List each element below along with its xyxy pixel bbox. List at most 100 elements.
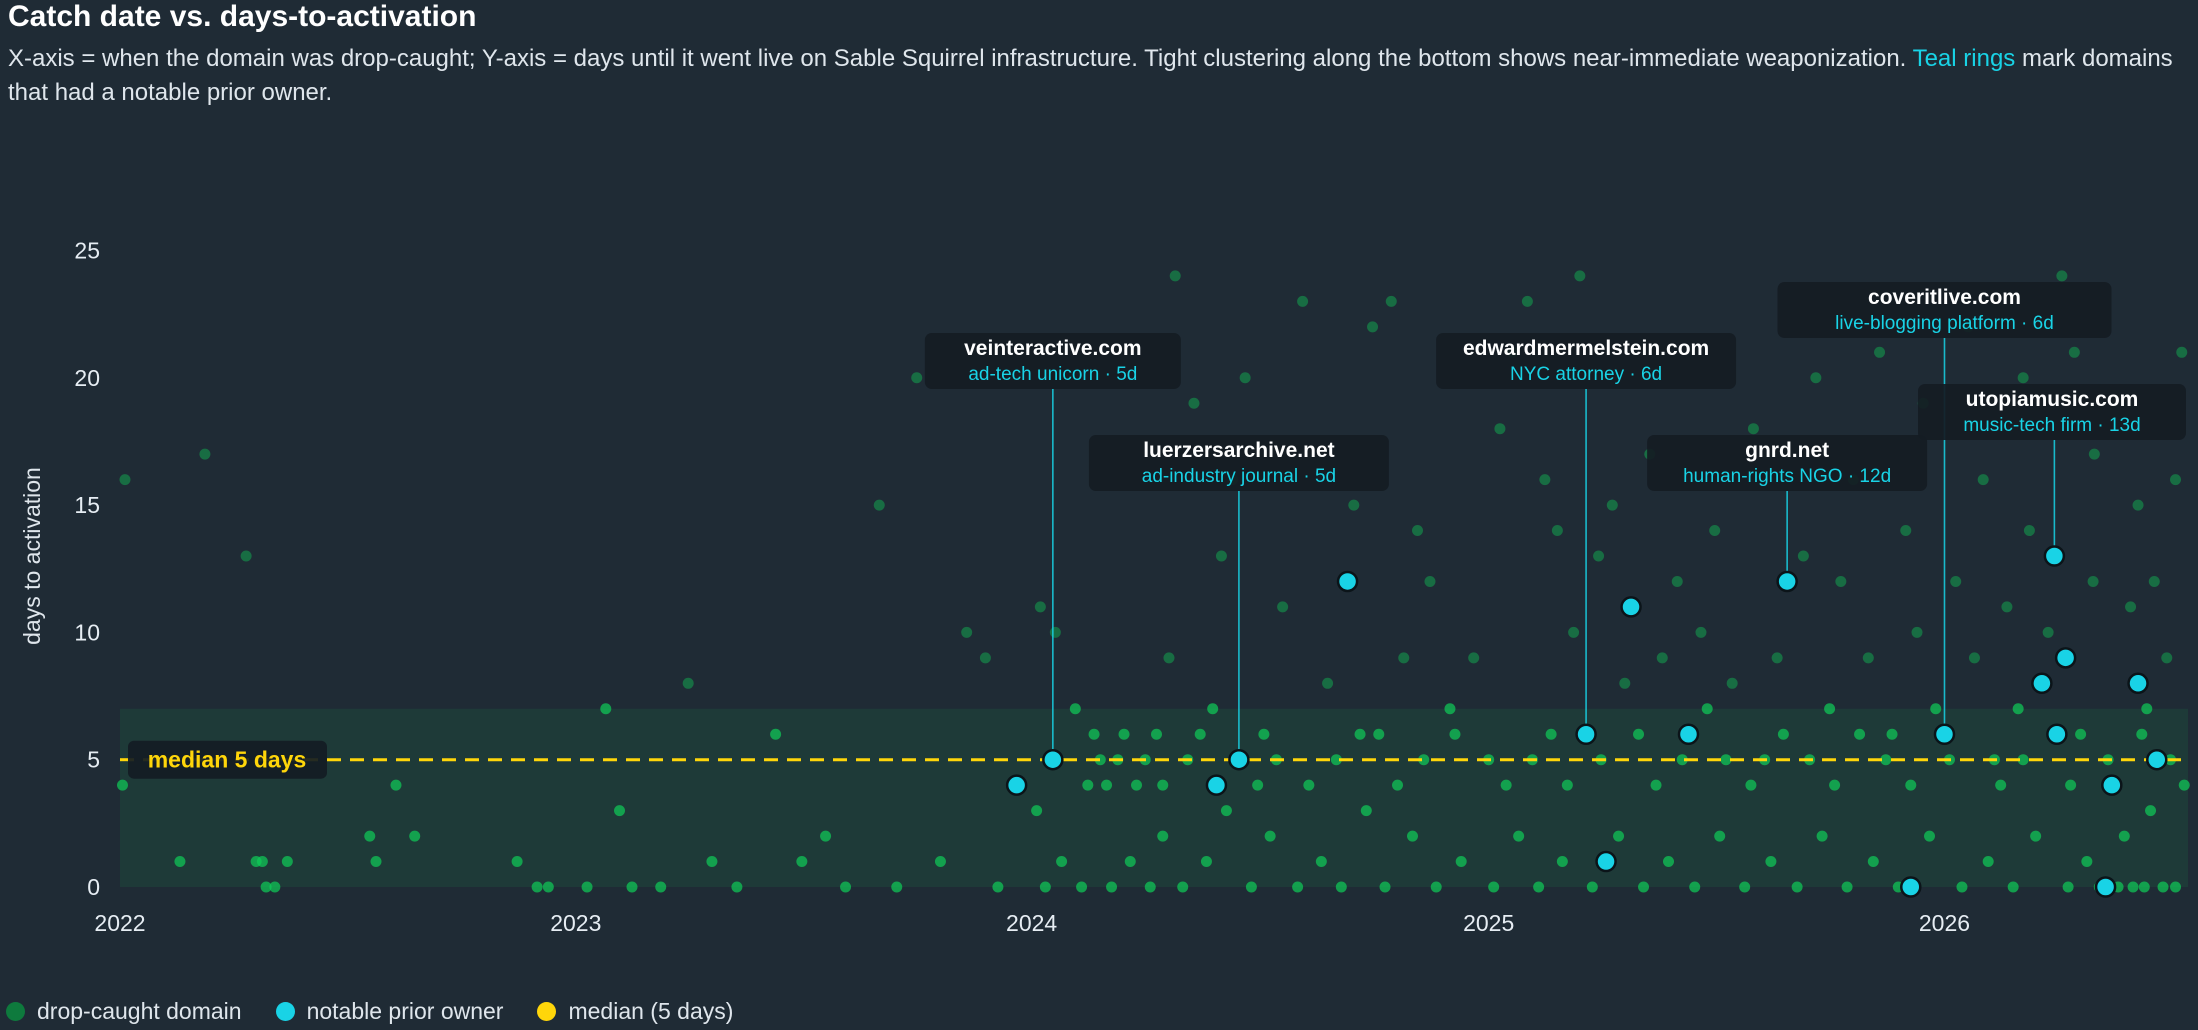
- callout-box: [1777, 282, 2112, 338]
- domain-point: [979, 652, 991, 664]
- domain-point: [2125, 601, 2137, 613]
- domain-point: [390, 779, 402, 791]
- notable-point: [1677, 723, 1700, 745]
- domain-point: [1264, 830, 1276, 842]
- domain-point: [174, 856, 186, 868]
- domain-point: [1069, 703, 1081, 715]
- legend-label: drop-caught domain: [37, 998, 242, 1024]
- notable-point: [2127, 672, 2149, 695]
- domain-point: [1777, 728, 1789, 740]
- subtitle-text: X-axis = when the domain was drop-caught…: [8, 45, 1913, 72]
- callout-domain: coveritlive.com: [1868, 286, 2021, 309]
- legend-item-domain: drop-caught domain: [6, 998, 242, 1025]
- domain-point: [1568, 626, 1580, 638]
- domain-point: [2087, 575, 2099, 587]
- domain-point: [2170, 881, 2182, 893]
- callout-domain: veinteractive.com: [964, 337, 1141, 360]
- domain-point: [119, 474, 131, 486]
- x-tick-label: 2024: [1006, 910, 1057, 936]
- domain-point: [1765, 856, 1777, 868]
- domain-point: [1606, 499, 1618, 511]
- domain-point: [1444, 703, 1456, 715]
- domain-point: [1430, 881, 1442, 893]
- domain-point: [1977, 474, 1989, 486]
- domain-point: [581, 881, 593, 893]
- y-tick-label: 25: [74, 237, 100, 263]
- notable-point: [1042, 748, 1064, 771]
- domain-point: [2138, 881, 2150, 893]
- notable-point: [1595, 850, 1617, 873]
- x-tick-label: 2025: [1463, 910, 1514, 936]
- domain-point: [1297, 295, 1309, 307]
- notable-point: [2043, 545, 2066, 567]
- notable-point: [1776, 570, 1798, 593]
- domain-point: [2148, 575, 2160, 587]
- subtitle-highlight: Teal rings: [1912, 45, 2016, 72]
- domain-point: [1188, 397, 1200, 409]
- notable-point: [1005, 774, 1028, 796]
- domain-point: [1330, 754, 1342, 766]
- domain-point: [116, 779, 128, 791]
- domain-point: [1215, 550, 1227, 562]
- domain-point: [1392, 779, 1404, 791]
- domain-point: [1556, 856, 1568, 868]
- domain-point: [1088, 728, 1100, 740]
- domain-point: [655, 881, 667, 893]
- domain-point: [1379, 881, 1391, 893]
- domain-point: [1424, 575, 1436, 587]
- domain-point: [820, 830, 832, 842]
- domain-point: [1118, 728, 1130, 740]
- domain-point: [1385, 295, 1397, 307]
- domain-point: [1207, 703, 1219, 715]
- domain-point: [600, 703, 612, 715]
- domain-point: [1360, 805, 1372, 817]
- domain-point: [1277, 601, 1289, 613]
- y-tick-label: 15: [74, 492, 100, 518]
- domain-point: [1551, 525, 1563, 537]
- domain-point: [614, 805, 626, 817]
- notable-point: [1228, 748, 1250, 771]
- domain-point: [2017, 372, 2029, 384]
- x-tick-label: 2023: [550, 910, 601, 936]
- legend: drop-caught domain notable prior owner m…: [6, 998, 767, 1025]
- domain-point: [2068, 346, 2080, 358]
- domain-point: [1771, 652, 1783, 664]
- domain-point: [626, 881, 638, 893]
- x-tick-label: 2022: [94, 910, 145, 936]
- domain-point: [682, 677, 694, 689]
- domain-point: [1995, 779, 2007, 791]
- domain-point: [911, 372, 923, 384]
- domain-point: [1169, 270, 1181, 282]
- domain-point: [1200, 856, 1212, 868]
- domain-point: [1144, 881, 1156, 893]
- domain-point: [1076, 881, 1088, 893]
- domain-point: [2075, 728, 2087, 740]
- domain-point: [1455, 856, 1467, 868]
- domain-point: [1841, 881, 1853, 893]
- domain-point: [1220, 805, 1232, 817]
- notable-point: [1620, 596, 1642, 618]
- domain-point: [1049, 626, 1061, 638]
- notable-point: [1900, 876, 1922, 898]
- domain-point: [1726, 677, 1738, 689]
- callout-desc: live-blogging platform · 6d: [1835, 313, 2054, 334]
- notable-point: [1205, 774, 1228, 796]
- domain-point: [1930, 703, 1942, 715]
- domain-point: [1398, 652, 1410, 664]
- domain-point: [1714, 830, 1726, 842]
- domain-point: [1797, 550, 1809, 562]
- callout-box: [924, 333, 1181, 389]
- domain-point: [1418, 754, 1430, 766]
- legend-item-median: median (5 days): [537, 998, 733, 1025]
- domain-point: [1924, 830, 1935, 842]
- domain-point: [2170, 474, 2182, 486]
- domain-point: [1720, 754, 1732, 766]
- domain-point: [2042, 626, 2054, 638]
- domain-point: [1354, 728, 1366, 740]
- domain-point: [240, 550, 252, 562]
- domain-point: [1862, 652, 1874, 664]
- domain-point: [1854, 728, 1866, 740]
- domain-point: [2178, 779, 2190, 791]
- domain-point: [1810, 372, 1822, 384]
- domain-point: [1656, 652, 1668, 664]
